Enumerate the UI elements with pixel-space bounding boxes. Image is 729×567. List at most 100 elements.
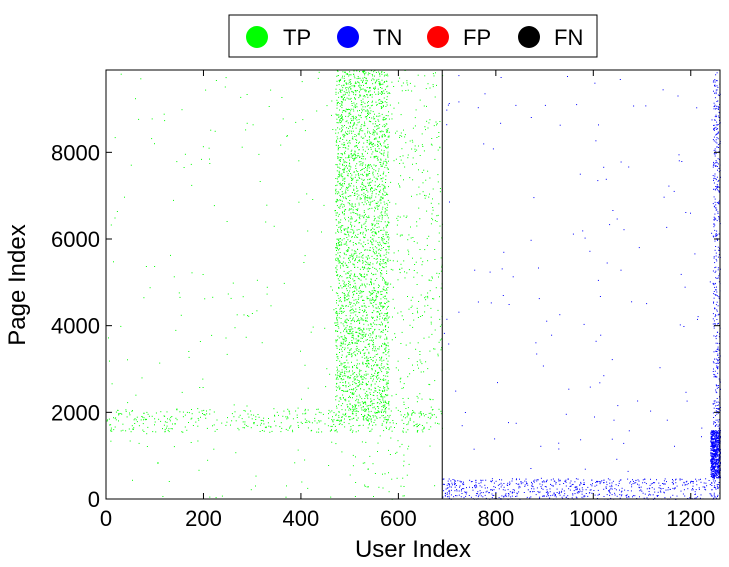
point-tp bbox=[350, 176, 352, 178]
point-tp bbox=[375, 354, 377, 355]
point-tn bbox=[609, 494, 611, 496]
point-tp bbox=[287, 408, 289, 410]
point-tp bbox=[344, 153, 346, 155]
point-tp bbox=[386, 301, 388, 303]
point-tp bbox=[285, 496, 287, 498]
point-tp bbox=[374, 144, 376, 146]
point-tp bbox=[367, 419, 369, 421]
point-tn bbox=[545, 486, 547, 488]
point-tp bbox=[380, 298, 382, 300]
point-tn bbox=[460, 481, 462, 483]
point-tp bbox=[337, 145, 339, 146]
point-tp bbox=[361, 110, 363, 112]
point-tp bbox=[379, 380, 381, 382]
point-tp bbox=[345, 234, 347, 236]
point-tn bbox=[463, 497, 465, 499]
point-tp bbox=[376, 262, 378, 264]
point-tp bbox=[266, 286, 268, 288]
point-tp bbox=[372, 174, 374, 176]
point-tn bbox=[627, 478, 629, 480]
point-tp bbox=[340, 79, 341, 81]
point-tp bbox=[425, 195, 427, 197]
point-tn bbox=[450, 494, 452, 496]
point-tp bbox=[374, 412, 376, 414]
point-tn bbox=[715, 473, 717, 475]
point-tp bbox=[378, 99, 380, 101]
point-tp bbox=[348, 114, 350, 116]
point-tp bbox=[353, 253, 355, 255]
point-tp bbox=[385, 225, 387, 227]
point-tp bbox=[344, 335, 346, 337]
point-tp bbox=[381, 423, 383, 425]
point-tp bbox=[359, 141, 360, 143]
point-tp bbox=[355, 252, 357, 254]
point-tp bbox=[342, 375, 344, 377]
point-tp bbox=[386, 336, 388, 338]
point-tp bbox=[378, 348, 380, 350]
point-tp bbox=[348, 298, 350, 300]
point-tn bbox=[717, 487, 719, 489]
point-tn bbox=[446, 492, 448, 494]
point-tp bbox=[381, 218, 383, 220]
point-tp bbox=[350, 153, 352, 155]
point-tp bbox=[339, 241, 341, 242]
point-tp bbox=[380, 264, 381, 266]
point-tn bbox=[599, 296, 601, 297]
point-tp bbox=[337, 330, 339, 332]
point-tn bbox=[600, 334, 602, 336]
point-tp bbox=[354, 145, 356, 147]
point-tp bbox=[399, 268, 401, 270]
point-tp bbox=[336, 114, 338, 116]
point-tp bbox=[184, 426, 186, 428]
point-tp bbox=[365, 370, 367, 372]
point-tp bbox=[347, 293, 349, 295]
point-tp bbox=[358, 351, 360, 352]
point-tn bbox=[643, 497, 645, 499]
point-tp bbox=[347, 332, 349, 334]
point-tp bbox=[350, 153, 352, 154]
point-tn bbox=[682, 484, 684, 486]
point-tn bbox=[683, 482, 685, 484]
point-tp bbox=[417, 342, 419, 344]
point-tp bbox=[387, 352, 389, 354]
point-tp bbox=[337, 278, 339, 280]
point-tp bbox=[146, 433, 148, 435]
point-tp bbox=[354, 405, 356, 407]
point-tp bbox=[412, 326, 414, 328]
point-tn bbox=[508, 422, 509, 424]
point-tn bbox=[597, 180, 599, 182]
point-tp bbox=[341, 305, 343, 307]
point-tn bbox=[531, 485, 533, 487]
point-tp bbox=[419, 411, 421, 413]
point-tp bbox=[384, 221, 386, 223]
point-tn bbox=[664, 483, 666, 485]
point-tp bbox=[380, 410, 382, 412]
point-tp bbox=[429, 119, 431, 121]
point-tp bbox=[364, 196, 366, 198]
point-tp bbox=[355, 116, 357, 118]
point-tp bbox=[339, 373, 341, 375]
point-tp bbox=[408, 253, 410, 255]
point-tn bbox=[715, 456, 716, 458]
point-tp bbox=[292, 431, 294, 433]
point-tp bbox=[269, 431, 271, 433]
point-tp bbox=[225, 424, 227, 426]
point-tp bbox=[379, 124, 381, 125]
point-tp bbox=[386, 289, 388, 291]
point-tp bbox=[404, 417, 406, 419]
point-tn bbox=[497, 484, 499, 486]
point-tp bbox=[386, 209, 388, 211]
point-tp bbox=[352, 425, 354, 426]
point-tp bbox=[166, 427, 167, 429]
point-tp bbox=[358, 349, 360, 351]
point-tn bbox=[464, 491, 466, 493]
point-tp bbox=[350, 261, 351, 263]
point-tp bbox=[361, 194, 363, 196]
point-tp bbox=[340, 343, 342, 344]
point-tp bbox=[384, 302, 385, 304]
point-tp bbox=[403, 416, 404, 418]
point-tp bbox=[377, 146, 379, 147]
point-tp bbox=[375, 137, 377, 139]
point-tp bbox=[355, 213, 357, 214]
point-tp bbox=[366, 486, 368, 488]
